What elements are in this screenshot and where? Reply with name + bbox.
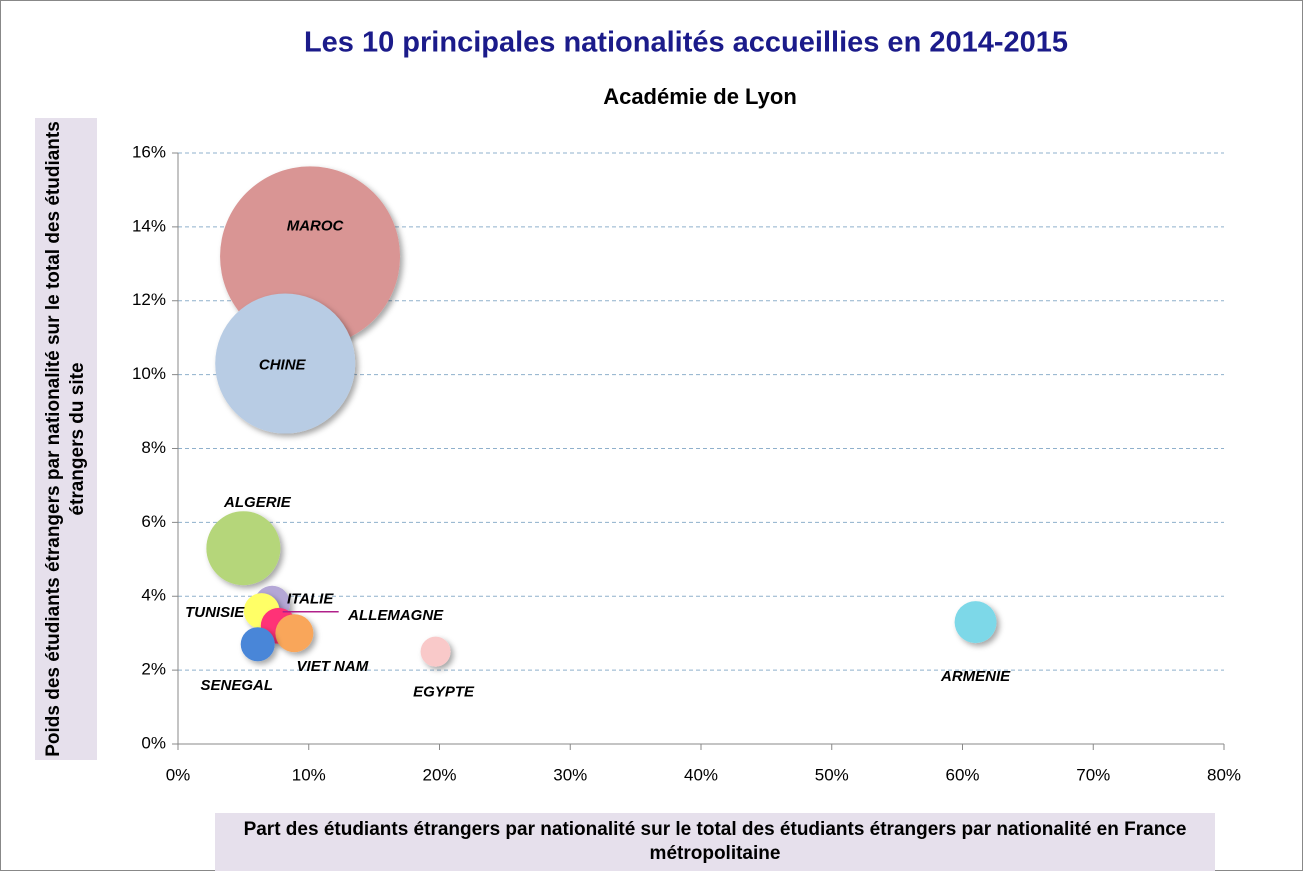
x-tick-label: 60% — [945, 765, 979, 784]
y-tick-label: 0% — [141, 733, 166, 752]
x-tick-label: 20% — [422, 765, 456, 784]
x-tick-label: 70% — [1076, 765, 1110, 784]
x-axis-title: Part des étudiants étrangers par nationa… — [215, 813, 1215, 871]
y-tick-label: 12% — [132, 290, 166, 309]
y-axis-title: Poids des étudiants étrangers par nation… — [43, 121, 88, 757]
bubble-label: EGYPTE — [413, 684, 475, 701]
bubble — [240, 627, 275, 662]
y-tick-label: 14% — [132, 216, 166, 235]
x-tick-label: 80% — [1207, 765, 1241, 784]
bubble-label: ITALIE — [287, 591, 334, 608]
bubble — [275, 614, 314, 653]
bubble-label: TUNISIE — [185, 604, 245, 621]
bubble-label: ALGERIE — [223, 494, 292, 511]
chart-title: Les 10 principales nationalités accueill… — [304, 27, 1068, 59]
bubble-label: MAROC — [287, 217, 345, 234]
y-tick-label: 2% — [141, 660, 166, 679]
y-tick-label: 8% — [141, 438, 166, 457]
bubble-label: CHINE — [259, 357, 307, 374]
x-tick-label: 50% — [815, 765, 849, 784]
bubble-label: ALLEMAGNE — [347, 607, 444, 624]
x-tick-label: 10% — [292, 765, 326, 784]
x-tick-label: 40% — [684, 765, 718, 784]
bubble — [420, 636, 451, 667]
y-tick-label: 4% — [141, 586, 166, 605]
bubble-label: ARMENIE — [940, 668, 1011, 685]
bubble — [206, 511, 281, 586]
bubble-label: VIET NAM — [297, 658, 369, 675]
y-tick-label: 16% — [132, 142, 166, 161]
y-tick-label: 10% — [132, 364, 166, 383]
x-tick-label: 0% — [166, 765, 191, 784]
bubble-label: SENEGAL — [200, 677, 273, 694]
bubble — [954, 601, 997, 644]
x-tick-label: 30% — [553, 765, 587, 784]
y-axis-title-box: Poids des étudiants étrangers par nation… — [35, 118, 97, 760]
y-tick-label: 6% — [141, 512, 166, 531]
chart-subtitle: Académie de Lyon — [603, 84, 797, 109]
bubble — [215, 293, 356, 434]
